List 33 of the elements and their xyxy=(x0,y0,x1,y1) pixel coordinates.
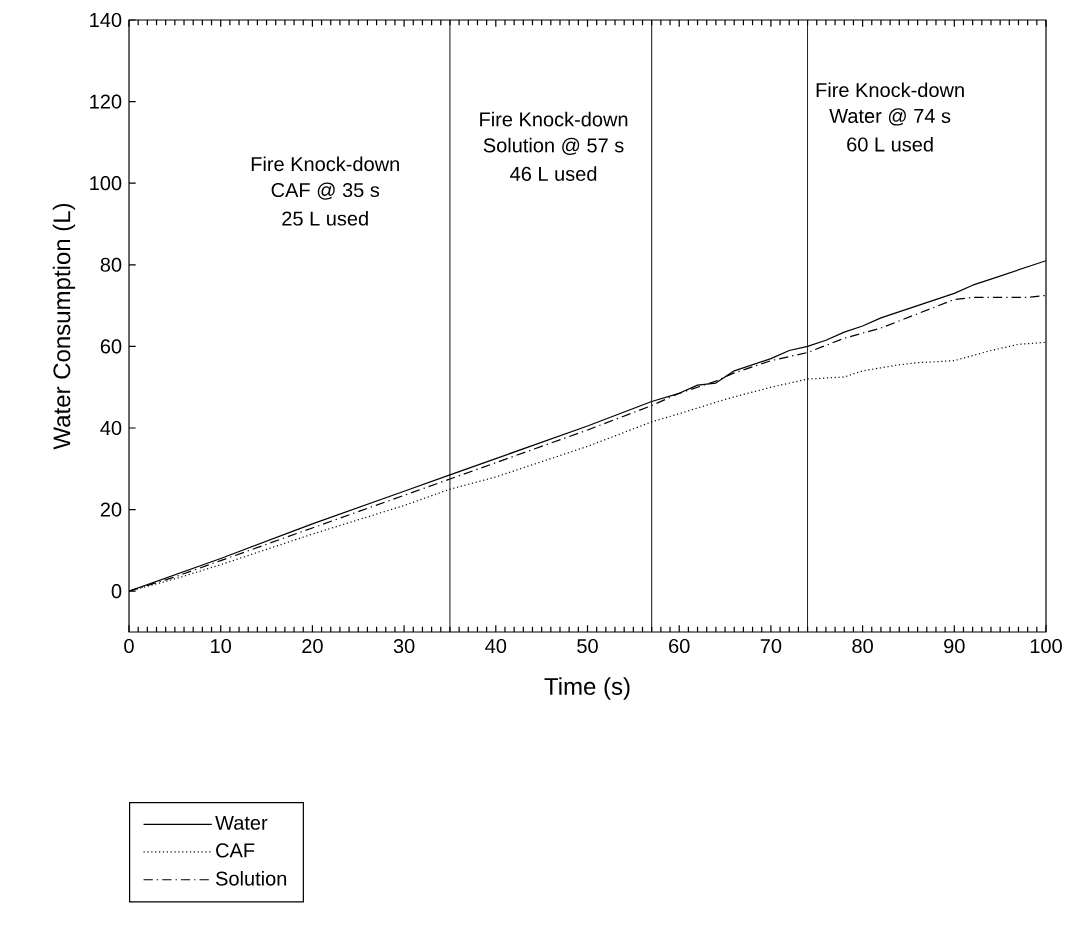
x-tick-label: 60 xyxy=(669,638,690,654)
legend-label: CAF xyxy=(216,843,255,858)
x-tick-label: 10 xyxy=(211,638,232,654)
x-tick-label: 100 xyxy=(1030,638,1062,654)
annotation: 60 L used xyxy=(847,136,933,152)
y-tick-label: 80 xyxy=(100,257,122,272)
annotation: CAF @ 35 s xyxy=(271,182,380,200)
annotation: Fire Knock-down xyxy=(251,156,399,172)
x-tick-label: 20 xyxy=(302,638,323,654)
y-tick-label: 120 xyxy=(90,94,122,109)
annotation: 25 L used xyxy=(282,210,368,226)
y-tick-label: 0 xyxy=(111,584,122,599)
annotation: Fire Knock-down xyxy=(816,82,964,98)
x-tick-label: 40 xyxy=(485,638,507,654)
y-tick-label: 60 xyxy=(100,339,122,354)
x-tick-label: 70 xyxy=(760,638,782,654)
y-tick-label: 40 xyxy=(100,420,122,436)
legend-label: Water xyxy=(215,815,268,830)
x-tick-label: 90 xyxy=(944,638,965,654)
y-tick-label: 20 xyxy=(100,502,122,517)
x-axis-title: Time (s) xyxy=(544,677,630,700)
annotation: Water @ 74 s xyxy=(829,108,951,126)
legend-label: Solution xyxy=(215,870,287,886)
x-tick-label: 30 xyxy=(393,638,415,654)
x-tick-label: 80 xyxy=(852,638,873,654)
x-tick-label: 50 xyxy=(577,638,598,654)
annotation: Fire Knock-down xyxy=(480,111,628,127)
y-axis-title: Water Consumption (L) xyxy=(52,203,76,450)
annotation: Solution @ 57 s xyxy=(483,137,624,155)
y-tick-label: 100 xyxy=(90,176,122,191)
annotation: 46 L used xyxy=(510,166,597,181)
y-tick-label: 140 xyxy=(90,12,122,28)
x-tick-label: 0 xyxy=(124,638,134,654)
